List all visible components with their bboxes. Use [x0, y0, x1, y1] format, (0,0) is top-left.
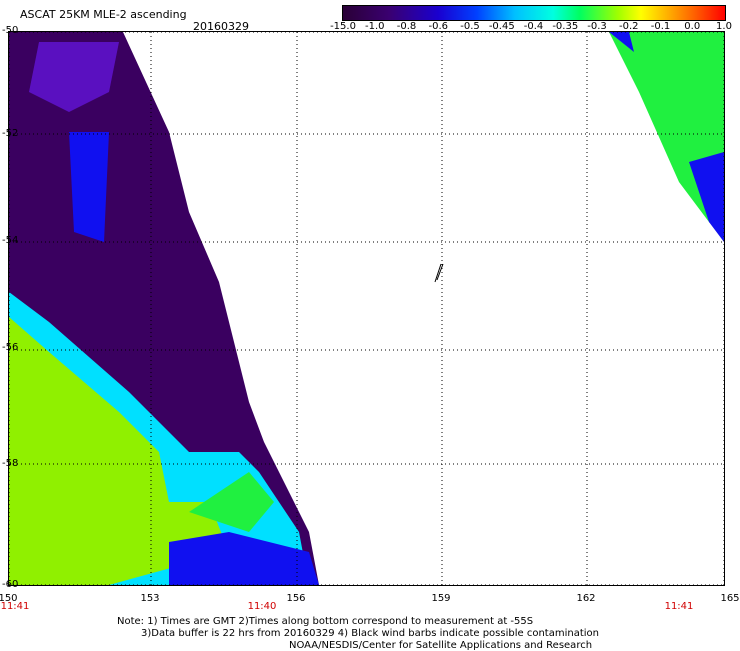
colorbar-tick-label: -0.3	[587, 21, 607, 32]
note-line-1: Note: 1) Times are GMT 2)Times along bot…	[117, 616, 534, 627]
lon-label: 153	[140, 593, 160, 604]
lon-label: 150	[0, 593, 18, 604]
map-date: 20160329	[193, 20, 249, 33]
time-label: 11:40	[247, 601, 277, 612]
colorbar-tick-label: -0.35	[552, 21, 579, 32]
swath-green-patch	[189, 472, 274, 532]
swath-right-edge	[609, 32, 634, 52]
map-plot-area	[8, 31, 725, 586]
colorbar-tick-label: -15.0	[330, 21, 356, 32]
time-label: 11:41	[664, 601, 694, 612]
lon-label: 165	[720, 593, 740, 604]
lat-label: -58	[2, 458, 19, 469]
swath-low-patch	[29, 42, 119, 112]
map-title: ASCAT 25KM MLE-2 ascending	[20, 8, 187, 21]
lon-label: 159	[431, 593, 451, 604]
colorbar-tick-label: -0.2	[618, 21, 639, 32]
swath-blue-patch	[69, 132, 109, 242]
note-line-3: NOAA/NESDIS/Center for Satellite Applica…	[289, 640, 593, 651]
colorbar-tick-label: 1.0	[716, 21, 732, 32]
swath-blue-bottom	[169, 532, 319, 585]
lat-label: -54	[2, 235, 19, 246]
lat-label: -60	[2, 579, 19, 590]
colorbar-tick-label: -0.5	[460, 21, 480, 32]
colorbar	[342, 5, 726, 21]
lat-label: -50	[2, 25, 19, 36]
time-label: 11:41	[0, 601, 30, 612]
colorbar-tick-label: -0.6	[428, 21, 449, 32]
colorbar-tick-label: -0.1	[650, 21, 671, 32]
lon-label: 162	[576, 593, 596, 604]
swath-right-blue	[689, 152, 724, 242]
colorbar-tick-label: -0.45	[488, 21, 515, 32]
lat-label: -56	[2, 342, 19, 353]
lon-label: 156	[286, 593, 306, 604]
note-line-2: 3)Data buffer is 22 hrs from 20160329 4)…	[141, 628, 599, 639]
colorbar-tick-label: 0.0	[684, 21, 701, 32]
colorbar-tick-label: -0.4	[523, 21, 544, 32]
lat-label: -52	[2, 128, 19, 139]
colorbar-tick-label: -1.0	[364, 21, 385, 32]
swath-green	[9, 317, 229, 585]
colorbar-tick-label: -0.8	[396, 21, 417, 32]
wind-barb-icon	[434, 263, 444, 283]
swath-right	[609, 32, 724, 237]
swath-map	[8, 31, 725, 586]
